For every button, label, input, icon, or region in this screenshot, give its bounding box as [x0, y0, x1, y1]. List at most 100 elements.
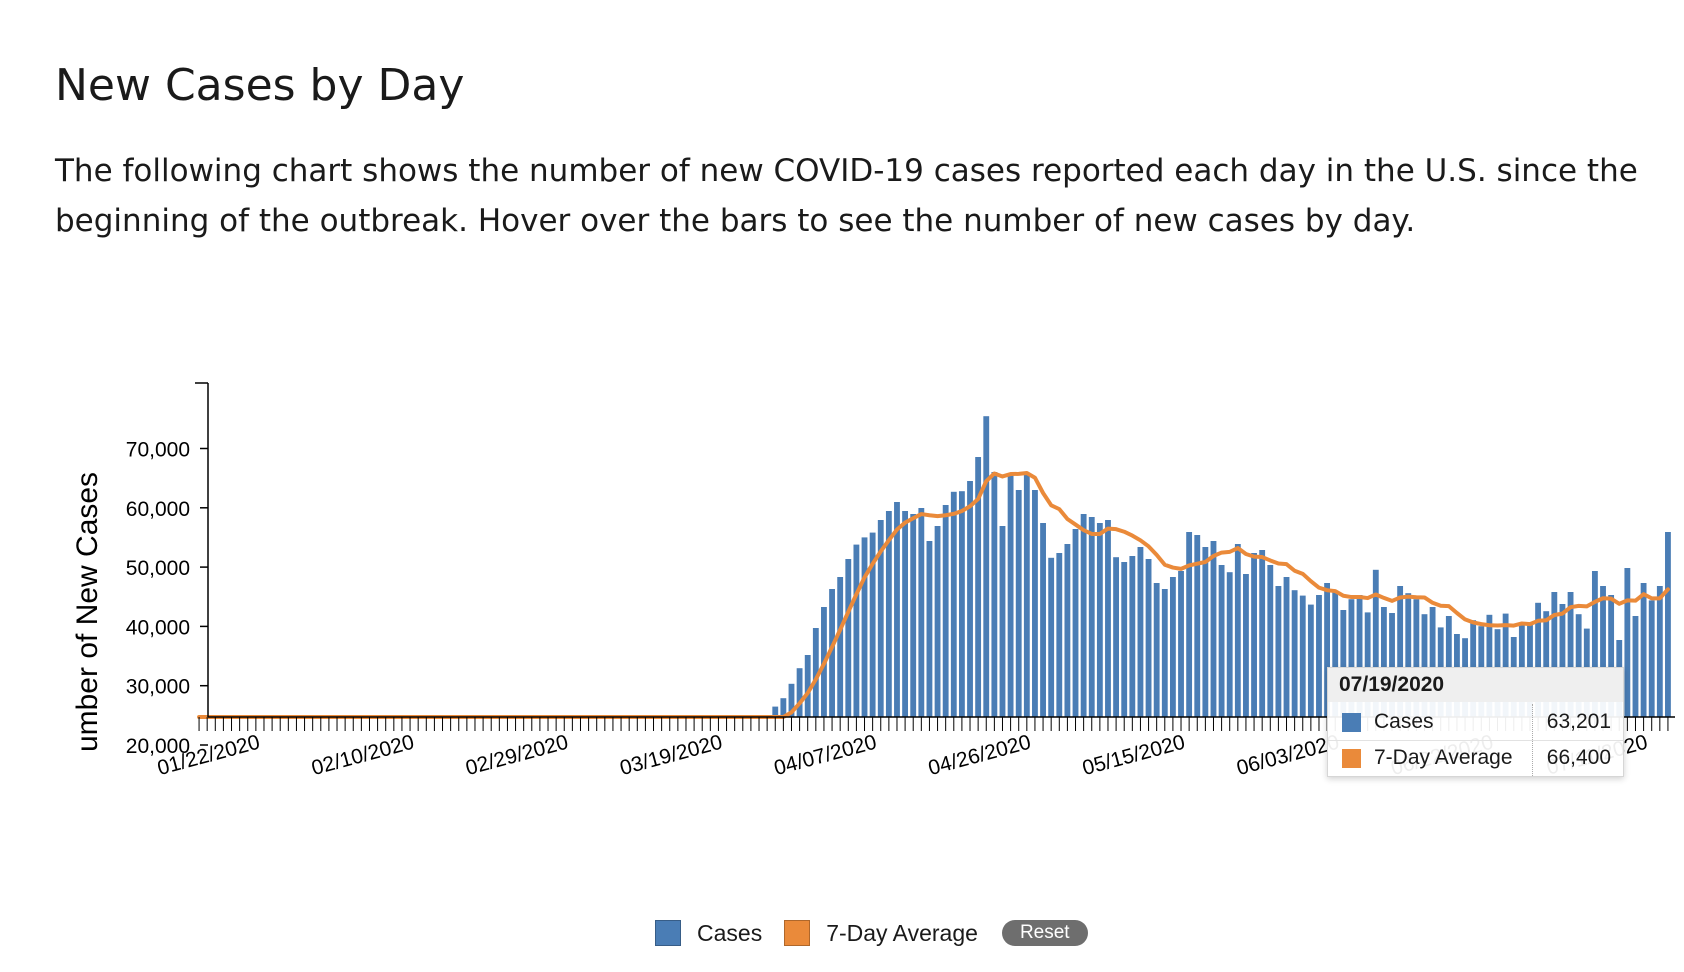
case-bar[interactable]	[918, 508, 925, 717]
case-bar[interactable]	[780, 698, 787, 717]
case-bar[interactable]	[1291, 590, 1298, 717]
case-bar[interactable]	[1007, 475, 1014, 717]
reset-button[interactable]: Reset	[1001, 920, 1088, 946]
case-bar[interactable]	[1161, 589, 1168, 717]
case-bar[interactable]	[894, 502, 900, 717]
case-bar[interactable]	[1340, 610, 1347, 717]
case-bar[interactable]	[1567, 592, 1574, 717]
case-bar[interactable]	[1429, 607, 1436, 717]
case-bar[interactable]	[1080, 514, 1087, 717]
case-bar[interactable]	[788, 683, 795, 717]
case-bar[interactable]	[1267, 565, 1274, 717]
case-bar[interactable]	[1194, 535, 1201, 717]
legend-item-cases[interactable]: Cases	[655, 920, 784, 947]
case-bar[interactable]	[1380, 607, 1387, 717]
case-bar[interactable]	[1243, 574, 1249, 717]
case-bar[interactable]	[1486, 614, 1493, 717]
case-bar[interactable]	[1356, 595, 1363, 717]
case-bar[interactable]	[1421, 614, 1428, 717]
case-bar[interactable]	[1397, 586, 1404, 717]
case-bar[interactable]	[837, 577, 844, 717]
case-bar[interactable]	[1113, 557, 1120, 717]
case-bar[interactable]	[1137, 547, 1144, 717]
case-bar[interactable]	[1348, 599, 1355, 717]
case-bar[interactable]	[885, 511, 892, 717]
case-bar[interactable]	[1551, 592, 1558, 717]
case-bar[interactable]	[1624, 568, 1631, 717]
case-bar[interactable]	[1056, 553, 1063, 717]
case-bar[interactable]	[861, 537, 868, 717]
case-bar[interactable]	[1129, 556, 1136, 717]
case-bar[interactable]	[1226, 572, 1233, 717]
case-bar[interactable]	[1275, 586, 1282, 717]
case-bar[interactable]	[1665, 532, 1671, 717]
case-bar[interactable]	[1543, 611, 1550, 717]
case-bar[interactable]	[1632, 616, 1639, 717]
case-bar[interactable]	[1210, 541, 1217, 717]
case-bar[interactable]	[1307, 604, 1314, 717]
case-bar[interactable]	[1096, 523, 1103, 717]
case-bar[interactable]	[1445, 616, 1452, 717]
case-bar[interactable]	[829, 589, 835, 717]
case-bar[interactable]	[1088, 517, 1095, 717]
case-bar[interactable]	[967, 481, 973, 717]
case-bar[interactable]	[1072, 529, 1079, 717]
case-bar[interactable]	[1332, 592, 1339, 717]
case-bar[interactable]	[991, 472, 998, 717]
case-bar[interactable]	[1405, 593, 1412, 717]
case-bar[interactable]	[869, 532, 876, 717]
case-bar[interactable]	[1048, 557, 1055, 717]
case-bar[interactable]	[772, 706, 779, 717]
case-bar[interactable]	[1169, 577, 1176, 717]
case-bar[interactable]	[983, 416, 990, 717]
case-bar[interactable]	[999, 526, 1006, 717]
case-bar[interactable]	[902, 511, 909, 717]
case-bar[interactable]	[926, 541, 933, 717]
case-bar[interactable]	[1324, 583, 1331, 717]
case-bar[interactable]	[1153, 583, 1160, 717]
case-bar[interactable]	[1591, 571, 1598, 717]
case-bar[interactable]	[1640, 583, 1647, 717]
case-bar[interactable]	[1364, 612, 1371, 717]
case-bar[interactable]	[845, 559, 852, 717]
case-bar[interactable]	[812, 628, 819, 717]
case-bar[interactable]	[1316, 595, 1322, 717]
case-bar[interactable]	[1145, 559, 1152, 717]
case-bar[interactable]	[934, 526, 941, 717]
case-bar[interactable]	[1535, 602, 1542, 717]
case-bar[interactable]	[942, 505, 949, 717]
case-bar[interactable]	[1600, 586, 1606, 717]
case-bar[interactable]	[1202, 547, 1209, 717]
case-bar[interactable]	[796, 668, 803, 717]
case-bar[interactable]	[1218, 565, 1225, 717]
case-bar[interactable]	[1648, 600, 1655, 717]
case-bar[interactable]	[910, 514, 917, 717]
case-bar[interactable]	[1121, 562, 1128, 717]
case-bar[interactable]	[1178, 571, 1184, 717]
legend-item-avg[interactable]: 7-Day Average	[784, 920, 1000, 947]
case-bar[interactable]	[1064, 544, 1071, 717]
case-bar[interactable]	[804, 655, 811, 717]
case-bar[interactable]	[853, 544, 860, 717]
case-bar[interactable]	[1186, 532, 1193, 717]
case-bar[interactable]	[1372, 569, 1379, 717]
case-bar[interactable]	[1105, 520, 1111, 717]
case-bar[interactable]	[1283, 577, 1290, 717]
case-bar[interactable]	[1234, 544, 1241, 717]
case-bar[interactable]	[958, 491, 965, 717]
case-bar[interactable]	[1299, 595, 1306, 717]
case-bar[interactable]	[1389, 613, 1395, 717]
case-bar[interactable]	[950, 491, 957, 717]
case-bar[interactable]	[1040, 523, 1046, 717]
case-bar[interactable]	[1251, 553, 1257, 717]
case-bar[interactable]	[1259, 550, 1266, 717]
case-bar[interactable]	[877, 520, 884, 717]
case-bar[interactable]	[1575, 614, 1582, 717]
case-bar[interactable]	[1023, 475, 1030, 717]
case-bar[interactable]	[1032, 490, 1038, 717]
case-bar[interactable]	[1413, 599, 1420, 717]
case-bar[interactable]	[975, 457, 982, 717]
case-bar[interactable]	[1559, 604, 1566, 717]
case-bar[interactable]	[1015, 490, 1022, 717]
case-bar[interactable]	[1502, 613, 1509, 717]
